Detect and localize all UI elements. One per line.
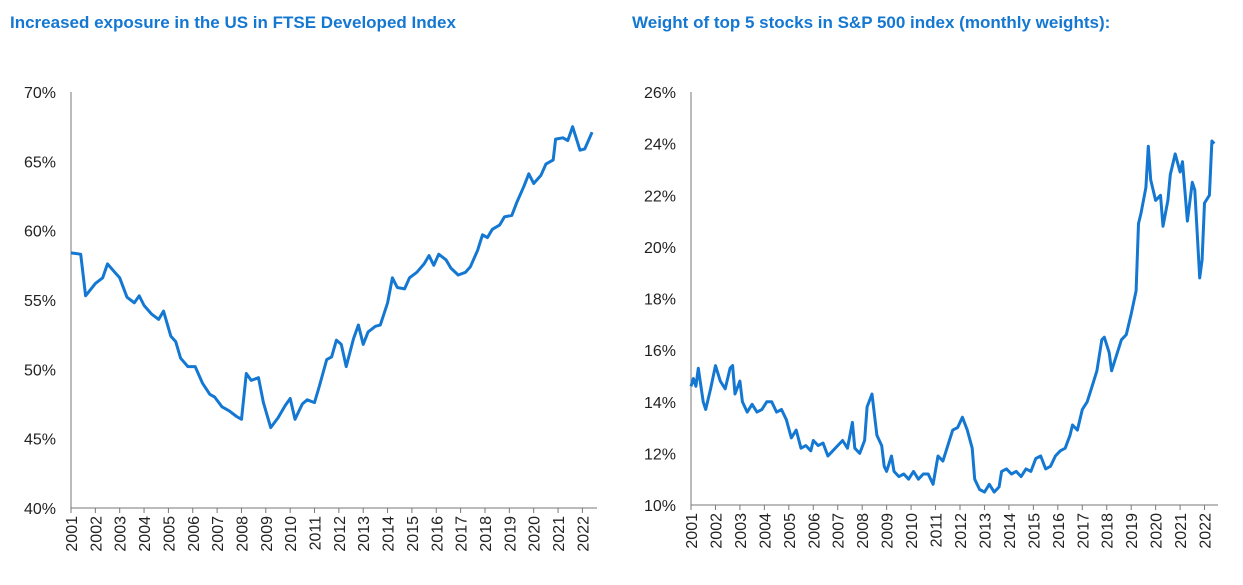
x-tick-label: 2013: [356, 516, 373, 552]
x-tick-label: 2011: [929, 513, 946, 548]
x-tick-label: 2010: [904, 513, 921, 549]
x-tick-label: 2003: [113, 516, 130, 552]
x-tick-label: 2013: [977, 513, 994, 549]
x-tick-label: 2017: [454, 516, 471, 552]
y-tick-label: 50%: [24, 362, 56, 379]
x-tick-label: 2008: [855, 513, 872, 549]
y-tick-label: 55%: [24, 293, 56, 310]
x-tick-label: 2012: [953, 513, 970, 549]
y-tick-label: 26%: [644, 85, 676, 102]
x-tick-label: 2005: [782, 513, 799, 549]
x-tick-label: 2007: [210, 516, 227, 552]
x-tick-label: 2001: [684, 513, 701, 549]
chart-title: Weight of top 5 stocks in S&P 500 index …: [632, 13, 1110, 32]
x-tick-label: 2019: [502, 516, 519, 552]
x-tick-label: 2006: [186, 516, 203, 552]
x-tick-label: 2001: [64, 516, 81, 552]
x-tick-label: 2016: [1051, 513, 1068, 549]
x-tick-label: 2020: [527, 516, 544, 552]
y-tick-label: 60%: [24, 224, 56, 241]
y-tick-label: 45%: [24, 432, 56, 449]
y-tick-label: 40%: [24, 501, 56, 518]
x-tick-label: 2009: [880, 513, 897, 549]
x-tick-label: 2012: [332, 516, 349, 552]
y-tick-label: 70%: [24, 85, 56, 102]
x-tick-label: 2019: [1124, 513, 1141, 549]
data-line: [689, 139, 1216, 494]
y-tick-label: 10%: [644, 498, 676, 515]
y-tick-label: 65%: [24, 154, 56, 171]
x-tick-label: 2005: [161, 516, 178, 552]
x-tick-label: 2021: [1173, 513, 1190, 549]
x-tick-label: 2004: [757, 513, 774, 549]
x-tick-label: 2018: [1100, 513, 1117, 549]
x-tick-label: 2004: [137, 516, 154, 552]
x-tick-label: 2021: [551, 516, 568, 552]
y-tick-label: 12%: [644, 446, 676, 463]
x-tick-label: 2011: [308, 516, 325, 551]
y-tick-label: 22%: [644, 188, 676, 205]
x-tick-label: 2022: [1198, 513, 1215, 549]
x-tick-label: 2014: [1002, 513, 1019, 549]
x-tick-label: 2022: [575, 516, 592, 552]
data-line: [70, 125, 594, 430]
x-tick-label: 2020: [1149, 513, 1166, 549]
x-tick-label: 2002: [88, 516, 105, 552]
x-tick-label: 2014: [381, 516, 398, 552]
y-tick-label: 16%: [644, 343, 676, 360]
x-tick-label: 2002: [708, 513, 725, 549]
y-tick-label: 18%: [644, 292, 676, 309]
y-tick-label: 14%: [644, 395, 676, 412]
x-tick-label: 2010: [283, 516, 300, 552]
x-tick-label: 2007: [831, 513, 848, 549]
x-tick-label: 2015: [405, 516, 422, 552]
x-tick-label: 2003: [733, 513, 750, 549]
x-tick-label: 2009: [259, 516, 276, 552]
y-tick-label: 24%: [644, 137, 676, 154]
x-tick-label: 2006: [806, 513, 823, 549]
chart-title: Increased exposure in the US in FTSE Dev…: [10, 13, 456, 32]
x-tick-label: 2008: [234, 516, 251, 552]
x-tick-label: 2016: [429, 516, 446, 552]
x-tick-label: 2015: [1026, 513, 1043, 549]
x-tick-label: 2018: [478, 516, 495, 552]
x-tick-label: 2017: [1075, 513, 1092, 549]
y-tick-label: 20%: [644, 240, 676, 257]
